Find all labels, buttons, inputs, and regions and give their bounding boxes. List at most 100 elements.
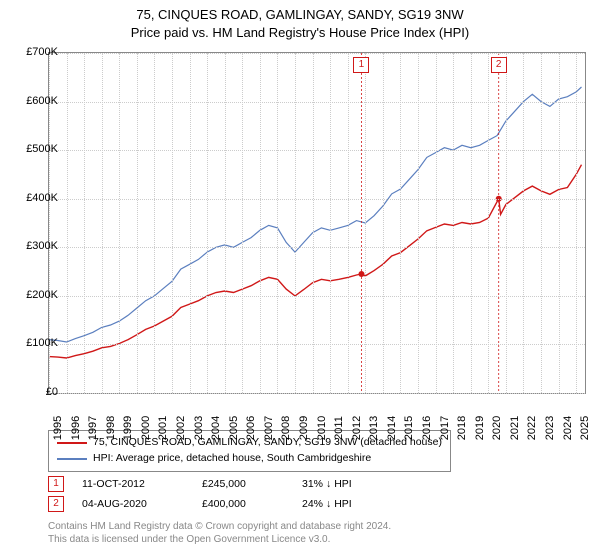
x-axis-label: 1997 bbox=[87, 416, 99, 440]
gridline-vertical bbox=[523, 53, 524, 393]
sales-date: 04-AUG-2020 bbox=[82, 498, 202, 510]
y-axis-label: £600K bbox=[26, 95, 58, 107]
title-address: 75, CINQUES ROAD, GAMLINGAY, SANDY, SG19… bbox=[0, 6, 600, 24]
x-axis-label: 2006 bbox=[245, 416, 257, 440]
gridline-vertical bbox=[330, 53, 331, 393]
x-axis-label: 2017 bbox=[439, 416, 451, 440]
x-axis-label: 2015 bbox=[403, 416, 415, 440]
gridline-horizontal bbox=[49, 393, 585, 394]
x-axis-label: 2012 bbox=[351, 416, 363, 440]
x-axis-label: 1995 bbox=[52, 416, 64, 440]
sales-price: £245,000 bbox=[202, 478, 302, 490]
title-subtitle: Price paid vs. HM Land Registry's House … bbox=[0, 24, 600, 42]
x-axis-label: 2024 bbox=[562, 416, 574, 440]
x-axis-label: 2007 bbox=[263, 416, 275, 440]
x-axis-label: 2019 bbox=[474, 416, 486, 440]
x-axis-label: 2001 bbox=[157, 416, 169, 440]
x-axis-label: 2002 bbox=[175, 416, 187, 440]
gridline-vertical bbox=[559, 53, 560, 393]
gridline-vertical bbox=[102, 53, 103, 393]
gridline-vertical bbox=[172, 53, 173, 393]
footer-line1: Contains HM Land Registry data © Crown c… bbox=[48, 520, 391, 533]
x-axis-label: 1996 bbox=[70, 416, 82, 440]
x-axis-label: 2011 bbox=[333, 416, 345, 440]
gridline-vertical bbox=[576, 53, 577, 393]
x-axis-label: 2000 bbox=[140, 416, 152, 440]
footer-line2: This data is licensed under the Open Gov… bbox=[48, 533, 391, 546]
chart-plot-area: 12 bbox=[48, 52, 586, 394]
sales-pct: 24% HPI bbox=[302, 498, 402, 510]
sales-marker-badge: 1 bbox=[48, 476, 64, 492]
gridline-vertical bbox=[541, 53, 542, 393]
gridline-vertical bbox=[471, 53, 472, 393]
gridline-vertical bbox=[67, 53, 68, 393]
gridline-vertical bbox=[400, 53, 401, 393]
y-axis-label: £400K bbox=[26, 192, 58, 204]
gridline-vertical bbox=[84, 53, 85, 393]
x-axis-label: 2021 bbox=[509, 416, 521, 440]
y-axis-label: £0 bbox=[46, 386, 58, 398]
gridline-vertical bbox=[207, 53, 208, 393]
legend-swatch bbox=[57, 458, 87, 460]
x-axis-label: 2005 bbox=[228, 416, 240, 440]
marker-dot bbox=[358, 271, 364, 277]
y-axis-label: £100K bbox=[26, 337, 58, 349]
x-axis-label: 2009 bbox=[298, 416, 310, 440]
x-axis-label: 2013 bbox=[368, 416, 380, 440]
gridline-vertical bbox=[348, 53, 349, 393]
gridline-vertical bbox=[154, 53, 155, 393]
x-axis-label: 1998 bbox=[105, 416, 117, 440]
x-axis-label: 2023 bbox=[544, 416, 556, 440]
sales-marker-badge: 2 bbox=[48, 496, 64, 512]
gridline-vertical bbox=[436, 53, 437, 393]
gridline-vertical bbox=[488, 53, 489, 393]
y-axis-label: £700K bbox=[26, 46, 58, 58]
y-axis-label: £300K bbox=[26, 240, 58, 252]
gridline-horizontal bbox=[49, 344, 585, 345]
sales-table: 1 11-OCT-2012£245,00031% HPI 2 04-AUG-2020£… bbox=[48, 474, 402, 514]
gridline-vertical bbox=[365, 53, 366, 393]
gridline-vertical bbox=[506, 53, 507, 393]
x-axis-label: 2010 bbox=[316, 416, 328, 440]
marker-badge: 1 bbox=[353, 57, 369, 73]
gridline-vertical bbox=[190, 53, 191, 393]
gridline-horizontal bbox=[49, 247, 585, 248]
x-axis-label: 2022 bbox=[526, 416, 538, 440]
x-axis-label: 2014 bbox=[386, 416, 398, 440]
gridline-vertical bbox=[313, 53, 314, 393]
chart-title: 75, CINQUES ROAD, GAMLINGAY, SANDY, SG19… bbox=[0, 0, 600, 42]
gridline-vertical bbox=[260, 53, 261, 393]
gridline-horizontal bbox=[49, 53, 585, 54]
gridline-vertical bbox=[225, 53, 226, 393]
x-axis-label: 2016 bbox=[421, 416, 433, 440]
legend-row: HPI: Average price, detached house, Sout… bbox=[57, 451, 442, 467]
x-axis-label: 2004 bbox=[210, 416, 222, 440]
sales-price: £400,000 bbox=[202, 498, 302, 510]
legend-label: HPI: Average price, detached house, Sout… bbox=[93, 451, 371, 467]
gridline-vertical bbox=[295, 53, 296, 393]
chart-svg bbox=[49, 53, 585, 393]
x-axis-label: 2008 bbox=[280, 416, 292, 440]
sales-pct: 31% HPI bbox=[302, 478, 402, 490]
sales-row: 1 11-OCT-2012£245,00031% HPI bbox=[48, 474, 402, 494]
gridline-vertical bbox=[242, 53, 243, 393]
x-axis-label: 1999 bbox=[122, 416, 134, 440]
series-line-price_paid bbox=[49, 165, 582, 358]
y-axis-label: £200K bbox=[26, 289, 58, 301]
marker-badge: 2 bbox=[491, 57, 507, 73]
gridline-horizontal bbox=[49, 102, 585, 103]
gridline-vertical bbox=[418, 53, 419, 393]
gridline-horizontal bbox=[49, 150, 585, 151]
x-axis-label: 2020 bbox=[491, 416, 503, 440]
x-axis-label: 2025 bbox=[579, 416, 591, 440]
footer-text: Contains HM Land Registry data © Crown c… bbox=[48, 520, 391, 546]
y-axis-label: £500K bbox=[26, 143, 58, 155]
series-line-hpi bbox=[49, 87, 582, 342]
sales-date: 11-OCT-2012 bbox=[82, 478, 202, 490]
gridline-vertical bbox=[383, 53, 384, 393]
x-axis-label: 2003 bbox=[193, 416, 205, 440]
gridline-vertical bbox=[137, 53, 138, 393]
gridline-vertical bbox=[119, 53, 120, 393]
gridline-horizontal bbox=[49, 296, 585, 297]
gridline-vertical bbox=[453, 53, 454, 393]
